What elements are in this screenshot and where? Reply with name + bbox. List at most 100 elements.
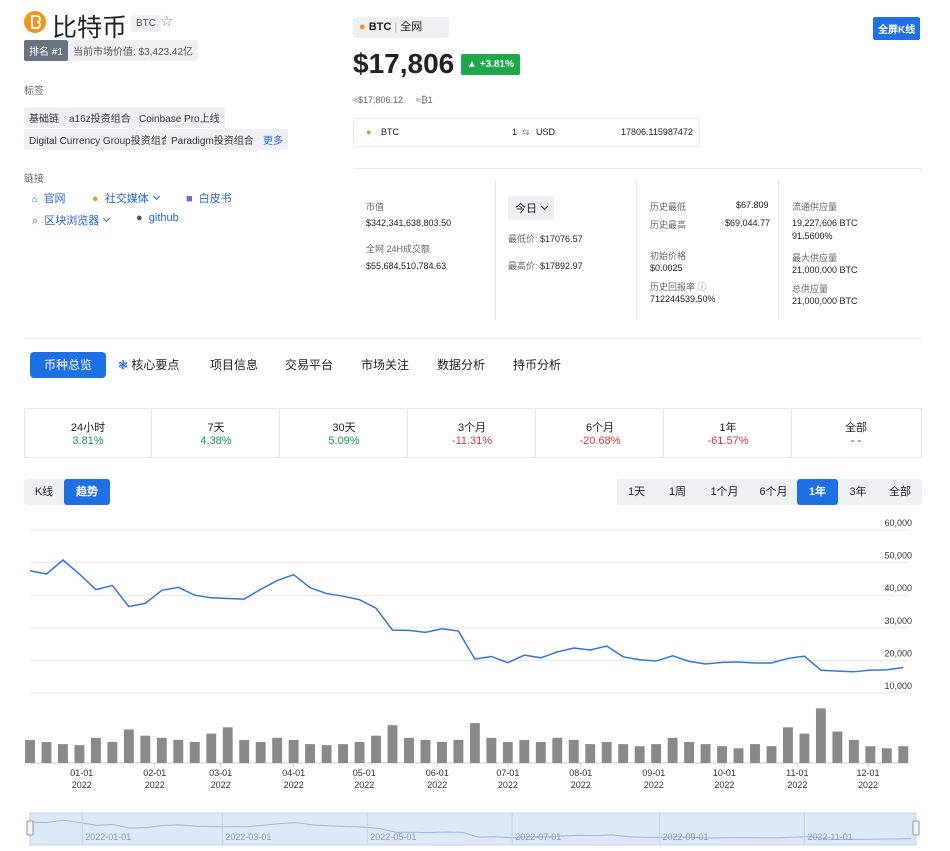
range[interactable]: 6个月 (759, 486, 788, 498)
mode[interactable]: K线 (34, 486, 54, 498)
stat-value: $342,341,638,803.50 (366, 218, 452, 228)
navigator-label: 2022-07-01 (515, 832, 561, 842)
volume-bar (305, 744, 316, 763)
volume-bar (568, 739, 579, 763)
stat-label: 历史回报率 ⓘ (650, 282, 707, 292)
y-tick-label: 60,000 (884, 518, 912, 528)
volume-bar (618, 744, 629, 763)
tab[interactable]: 市场关注 (361, 358, 410, 372)
stat-value: 19,227,606 BTC (792, 218, 858, 228)
volume-bar (486, 737, 497, 763)
volume-bar (74, 745, 85, 763)
stat-label: 市值 (366, 202, 385, 212)
tab-text: 核心要点 (131, 358, 180, 372)
tag[interactable]: Digital Currency Group投资组合 (24, 129, 176, 150)
link[interactable]: ⌕ 区块浏览器 (32, 212, 111, 228)
change: -61.57% (707, 435, 749, 447)
navigator-label: 2022-01-01 (85, 832, 131, 842)
volume-bar (107, 742, 118, 763)
stat-label: 初始价格 (650, 251, 687, 261)
x-tick-label: 12-01 2022 (856, 768, 880, 790)
tab[interactable]: 项目信息 (210, 358, 259, 372)
volume-bar (58, 744, 68, 763)
x-tick-label: 08-01 2022 (569, 768, 593, 790)
volume-bar (651, 744, 662, 763)
volume-bar (733, 748, 744, 763)
tag[interactable]: Paradigm投资组合 (166, 129, 259, 150)
converter-to: USD (536, 127, 556, 137)
tab[interactable]: 数据分析 (437, 358, 486, 372)
tab[interactable]: 交易平台 (285, 358, 334, 372)
navigator-label: 2022-09-01 (662, 832, 708, 842)
pair: BTC (368, 21, 392, 33)
volume-bar (173, 739, 184, 763)
tag[interactable]: a16z投资组合 (64, 107, 136, 128)
link[interactable]: ■ 白皮书 (186, 193, 232, 205)
more-tags[interactable]: 更多 (258, 129, 288, 150)
volume-bar (420, 739, 431, 763)
link-text: 官网 (43, 193, 66, 205)
stat-low: 最低价: $17076.57 (508, 232, 583, 245)
volume-bar (601, 742, 612, 763)
mode-active[interactable]: 趋势 (64, 479, 110, 505)
stat-label: 最高价: (508, 261, 538, 271)
coin-symbol: BTC (131, 15, 161, 32)
x-tick-label: 11-01 2022 (786, 768, 809, 790)
chart: 10,000 20,000 30,000 40,000 50,000 60,000 2022… (25, 518, 920, 846)
tag[interactable]: 基础链 (24, 107, 64, 128)
volume-bar (832, 731, 843, 763)
stat-label: 流通供应量 (792, 202, 838, 212)
performance-cell: 全部 - - (792, 408, 920, 458)
tab-active[interactable]: 币种总览 (30, 352, 107, 378)
link[interactable]: ● github (136, 212, 179, 224)
link[interactable]: ⌂ 官网 (32, 193, 66, 205)
period: 3个月 (457, 422, 487, 434)
price: $17,806 (353, 48, 455, 79)
tab[interactable]: ❃ 核心要点 (118, 358, 180, 372)
volume-bar (519, 739, 530, 763)
range[interactable]: 1个月 (710, 486, 739, 498)
range-dropdown[interactable]: 今日 (508, 196, 554, 220)
favorite-star[interactable]: ☆ (160, 13, 174, 30)
divider (24, 338, 922, 339)
fullscreen-button[interactable]: 全屏K线 (873, 17, 921, 40)
stat-value: 21,000,000 BTC (792, 296, 858, 306)
volume-bar (469, 723, 480, 763)
tag[interactable]: Coinbase Pro上线 (134, 107, 225, 128)
price-change: ▲ +3.81% (461, 54, 520, 75)
navigator-label: 2022-05-01 (370, 832, 416, 842)
rank-badge: 排名 #1 (24, 40, 68, 61)
x-tick-label: 05-01 2022 (352, 768, 376, 790)
stat-label: 总供应量 (792, 284, 829, 294)
range[interactable]: 全部 (889, 486, 911, 498)
stat-label: 历史最低 (650, 202, 687, 212)
volume-bar (898, 746, 909, 763)
y-tick-label: 50,000 (884, 551, 912, 561)
volume-bar (502, 742, 513, 763)
x-tick-label: 06-01 2022 (425, 768, 449, 790)
volume-bar (239, 739, 250, 763)
stat-value: $55,684,510,784.63 (366, 261, 447, 271)
navigator-label: 2022-11-01 (807, 832, 852, 842)
volume-bar (667, 737, 678, 763)
range-active[interactable]: 1年 (797, 479, 838, 505)
tab[interactable]: 持币分析 (513, 358, 562, 372)
volume-bar (815, 708, 826, 763)
volume-bar (766, 746, 777, 763)
price-line (29, 559, 904, 673)
volume-bar (288, 739, 299, 763)
volume-bar (338, 744, 349, 763)
coin-name: 比特币 (52, 14, 128, 42)
range[interactable]: 1周 (668, 486, 687, 498)
divider (495, 180, 496, 320)
range[interactable]: 1天 (627, 486, 646, 498)
link[interactable]: ● 社交媒体 (92, 190, 160, 206)
pair-selector[interactable]: ● BTC | 全网 (353, 17, 449, 38)
converter-amount[interactable]: 1 (512, 127, 518, 137)
range[interactable]: 3年 (849, 486, 867, 498)
change: 5.09% (328, 435, 360, 447)
stat-high: 最高价: $17892.97 (508, 259, 583, 272)
x-tick-label: 02-01 2022 (143, 768, 167, 790)
performance-cell: 1年 -61.57% (664, 408, 792, 458)
volume-bar (354, 742, 365, 763)
